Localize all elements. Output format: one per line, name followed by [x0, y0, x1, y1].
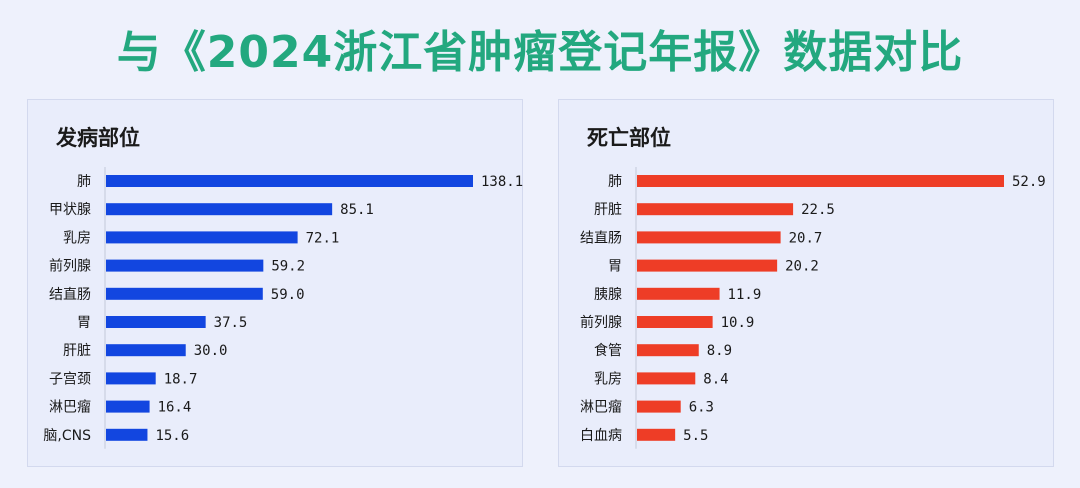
incidence-value-label: 59.2: [271, 259, 305, 275]
incidence-chart-title: 发病部位: [56, 126, 140, 150]
incidence-bar: [106, 400, 150, 413]
mortality-category-label: 前列腺: [580, 314, 622, 331]
incidence-category-label: 甲状腺: [49, 202, 91, 218]
incidence-chart-panel: 发病部位 肺 138.1 甲状腺 85.1 乳房 72.1 前列腺 59.2 结直肠 59.0 胃 3…: [27, 99, 523, 467]
incidence-category-label: 乳房: [63, 230, 91, 246]
incidence-category-label: 结直肠: [49, 286, 91, 303]
mortality-value-label: 52.9: [1012, 174, 1046, 190]
incidence-category-label: 脑,CNS: [43, 428, 91, 444]
mortality-value-label: 11.9: [728, 287, 762, 303]
mortality-value-label: 22.5: [801, 202, 835, 218]
mortality-bar: [637, 428, 676, 441]
mortality-category-label: 胃: [608, 259, 622, 275]
incidence-value-label: 15.6: [155, 428, 189, 444]
mortality-bar: [637, 231, 781, 244]
mortality-bar: [637, 316, 713, 328]
mortality-value-label: 8.4: [703, 371, 728, 387]
incidence-value-label: 59.0: [271, 287, 305, 303]
incidence-bar: [106, 344, 186, 357]
mortality-category-label: 肺: [608, 174, 622, 190]
incidence-category-label: 前列腺: [49, 258, 91, 275]
incidence-bar: [106, 372, 156, 385]
mortality-bar: [637, 203, 794, 216]
mortality-value-label: 6.3: [689, 400, 714, 416]
mortality-category-label: 淋巴瘤: [580, 399, 622, 416]
mortality-chart-panel: 死亡部位 肺 52.9 肝脏 22.5 结直肠 20.7 胃 20.2 胰腺 11.9 前列腺 10.…: [558, 99, 1054, 467]
incidence-value-label: 85.1: [340, 202, 374, 218]
incidence-category-label: 胃: [77, 315, 91, 331]
mortality-value-label: 20.7: [789, 230, 823, 246]
incidence-bar: [106, 316, 206, 328]
mortality-category-label: 结直肠: [580, 229, 622, 246]
mortality-bar: [637, 175, 1004, 187]
mortality-category-label: 食管: [594, 342, 622, 359]
mortality-bar-chart: 肺 52.9 肝脏 22.5 结直肠 20.7 胃 20.2 胰腺 11.9 前列腺 10.9 食管 8.…: [580, 167, 1046, 449]
incidence-category-label: 子宫颈: [49, 371, 91, 387]
incidence-bar: [106, 259, 264, 272]
incidence-bar: [106, 287, 263, 300]
mortality-category-label: 乳房: [594, 371, 622, 387]
incidence-category-label: 肺: [77, 174, 91, 190]
incidence-value-label: 37.5: [214, 315, 248, 331]
mortality-bar: [637, 287, 720, 300]
mortality-chart-title: 死亡部位: [587, 126, 671, 150]
incidence-value-label: 30.0: [194, 343, 228, 359]
incidence-category-label: 肝脏: [63, 343, 91, 359]
mortality-category-label: 白血病: [580, 428, 622, 444]
mortality-value-label: 20.2: [785, 259, 819, 275]
mortality-bar: [637, 344, 699, 357]
incidence-value-label: 138.1: [481, 174, 523, 190]
mortality-category-label: 胰腺: [594, 287, 622, 303]
incidence-value-label: 16.4: [158, 400, 192, 416]
incidence-bar: [106, 231, 298, 244]
incidence-bar-chart: 肺 138.1 甲状腺 85.1 乳房 72.1 前列腺 59.2 结直肠 59.0 胃 37.5 肝脏…: [43, 167, 523, 449]
incidence-category-label: 淋巴瘤: [49, 399, 91, 416]
mortality-bar: [637, 372, 696, 385]
page-title: 与《2024浙江省肿瘤登记年报》数据对比: [116, 27, 964, 78]
incidence-value-label: 72.1: [306, 230, 340, 246]
incidence-bar: [106, 428, 148, 441]
incidence-value-label: 18.7: [164, 371, 198, 387]
mortality-category-label: 肝脏: [594, 202, 622, 218]
incidence-bar: [106, 175, 473, 187]
mortality-bar: [637, 400, 681, 413]
mortality-value-label: 10.9: [721, 315, 755, 331]
mortality-value-label: 8.9: [707, 343, 732, 359]
mortality-value-label: 5.5: [683, 428, 708, 444]
mortality-bar: [637, 259, 778, 272]
incidence-bar: [106, 203, 333, 216]
